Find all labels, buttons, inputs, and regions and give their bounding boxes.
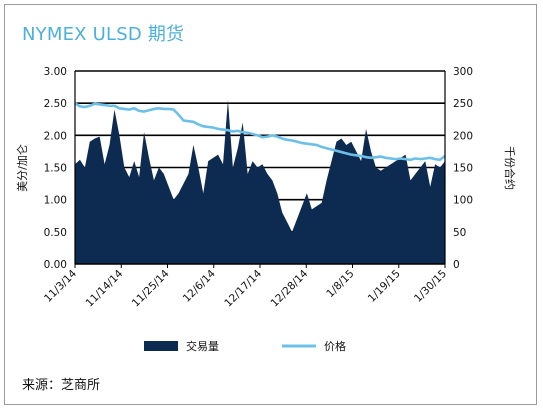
x-tick-label: 1/30/15 xyxy=(412,268,449,305)
y-left-tick-label: 3.00 xyxy=(44,66,67,78)
y-right-tick-label: 50 xyxy=(453,227,466,239)
axes xyxy=(74,71,446,268)
x-tick-label: 12/28/14 xyxy=(269,267,311,309)
legend-swatch-volume xyxy=(144,341,178,351)
y-left-tick-label: 2.50 xyxy=(44,98,67,110)
y-right-tick-label: 100 xyxy=(453,195,473,207)
x-tick-label: 1/19/15 xyxy=(366,268,403,305)
x-tick-labels: 11/3/14 11/14/14 11/25/14 12/6/14 12/17/14 12… xyxy=(42,267,449,309)
x-tick-label: 11/3/14 xyxy=(42,267,79,304)
price-line xyxy=(74,102,446,162)
x-tick-label: 11/14/14 xyxy=(84,267,126,309)
left-tick-labels: 0.00 0.50 1.00 1.50 2.00 2.50 3.00 xyxy=(44,66,67,271)
x-tick-label: 1/8/15 xyxy=(324,268,356,300)
y-axis-left-label: 美分/加仑 xyxy=(15,144,29,192)
source-note: 来源：芝商所 xyxy=(22,378,101,393)
right-tick-labels: 0 50 100 150 200 250 300 xyxy=(453,66,473,271)
volume-area xyxy=(75,99,445,264)
x-tick-label: 12/6/14 xyxy=(181,267,218,304)
legend: 交易量 价格 xyxy=(144,339,346,353)
y-right-tick-label: 0 xyxy=(453,259,460,271)
y-right-tick-label: 200 xyxy=(453,130,473,142)
x-tick-label: 12/17/14 xyxy=(222,267,264,309)
y-left-tick-label: 2.00 xyxy=(44,130,67,142)
chart-title: NYMEX ULSD 期货 xyxy=(22,24,185,45)
y-left-tick-label: 0.00 xyxy=(44,259,67,271)
y-right-tick-label: 250 xyxy=(453,98,473,110)
legend-label-price: 价格 xyxy=(324,339,346,353)
y-axis-right-label: 千份合约 xyxy=(503,146,517,190)
y-right-tick-label: 300 xyxy=(453,66,473,78)
volume-area-layer xyxy=(75,99,445,264)
y-left-tick-label: 0.50 xyxy=(44,227,67,239)
price-line-layer xyxy=(74,102,446,162)
legend-label-volume: 交易量 xyxy=(186,339,219,353)
y-left-tick-label: 1.00 xyxy=(44,195,67,207)
y-left-tick-label: 1.50 xyxy=(44,163,67,175)
x-tick-label: 11/25/14 xyxy=(130,267,172,309)
y-right-tick-label: 150 xyxy=(453,163,473,175)
